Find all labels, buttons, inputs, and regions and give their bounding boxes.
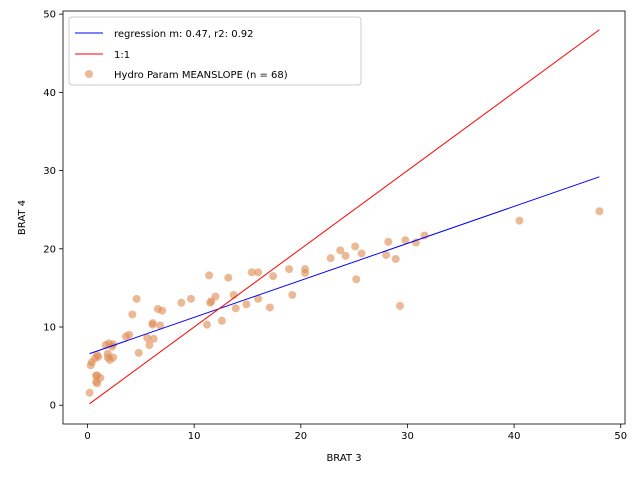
- scatter-point: [90, 354, 99, 363]
- scatter-point: [357, 249, 366, 258]
- scatter-point: [351, 242, 360, 251]
- y-tick-label: 20: [43, 244, 56, 255]
- x-tick-label: 50: [614, 431, 627, 442]
- scatter-point: [384, 237, 393, 246]
- scatter-point: [401, 236, 410, 245]
- scatter-point: [352, 275, 361, 284]
- y-axis-ticks: 0 10 20 30 40 50: [43, 10, 63, 412]
- y-tick-label: 40: [43, 88, 56, 99]
- scatter-point: [595, 207, 604, 216]
- scatter-point: [156, 321, 165, 330]
- legend-identity-label: 1:1: [114, 50, 130, 61]
- scatter-point: [148, 319, 157, 328]
- scatter-point: [205, 271, 214, 280]
- scatter-point: [265, 303, 274, 312]
- x-tick-label: 10: [188, 431, 201, 442]
- scatter-point: [145, 340, 154, 349]
- plot-area: [85, 29, 604, 405]
- scatter-point: [326, 254, 335, 263]
- legend-points-swatch: [85, 70, 93, 78]
- legend-box: [68, 16, 362, 86]
- scatter-point: [125, 330, 134, 339]
- scatter-point: [341, 251, 350, 260]
- scatter-point: [254, 294, 263, 303]
- axes-frame: [62, 10, 626, 425]
- x-tick-label: 40: [508, 431, 521, 442]
- scatter-point: [420, 231, 429, 240]
- x-axis-label: BRAT 3: [326, 453, 361, 464]
- scatter-point: [177, 298, 186, 307]
- scatter-point: [93, 371, 102, 380]
- scatter-point: [85, 388, 94, 397]
- scatter-point: [132, 294, 141, 303]
- scatter-point: [128, 310, 137, 319]
- scatter-point: [247, 268, 256, 277]
- scatter-point: [382, 251, 391, 260]
- x-tick-label: 20: [294, 431, 307, 442]
- x-axis-ticks: 0 10 20 30 40 50: [84, 424, 627, 442]
- y-tick-label: 10: [43, 323, 56, 334]
- scatter-point: [158, 306, 167, 315]
- scatter-point: [143, 333, 152, 342]
- scatter-point: [103, 353, 112, 362]
- scatter-point: [288, 290, 297, 299]
- identity-line: [89, 29, 600, 405]
- regression-line: [89, 176, 600, 355]
- legend-regression-label: regression m: 0.47, r2: 0.92: [114, 29, 253, 40]
- scatter-point: [515, 216, 524, 225]
- y-tick-label: 0: [50, 401, 56, 412]
- scatter-point: [254, 268, 263, 277]
- scatter-point: [395, 301, 404, 310]
- scatter-point: [285, 265, 294, 274]
- scatter-point: [269, 272, 278, 281]
- scatter-point: [411, 238, 420, 247]
- legend: regression m: 0.47, r2: 0.92 1:1 Hydro Par…: [68, 16, 362, 86]
- scatter-point: [242, 300, 251, 309]
- scatter-point: [186, 294, 195, 303]
- x-tick-label: 0: [84, 431, 90, 442]
- y-axis-label: BRAT 4: [17, 200, 28, 235]
- scatter-point: [301, 269, 310, 278]
- legend-points-label: Hydro Param MEANSLOPE (n = 68): [114, 70, 288, 81]
- x-tick-label: 30: [401, 431, 414, 442]
- scatter-point: [202, 320, 211, 329]
- scatter-point: [211, 292, 220, 301]
- y-tick-label: 50: [43, 10, 56, 21]
- scatter-point: [224, 273, 233, 282]
- scatter-point: [336, 246, 345, 255]
- y-tick-label: 30: [43, 166, 56, 177]
- scatter-point: [391, 254, 400, 263]
- scatter-point: [217, 316, 226, 325]
- scatter-point: [231, 304, 240, 313]
- scatter-point: [149, 334, 158, 343]
- scatter-point: [134, 348, 143, 357]
